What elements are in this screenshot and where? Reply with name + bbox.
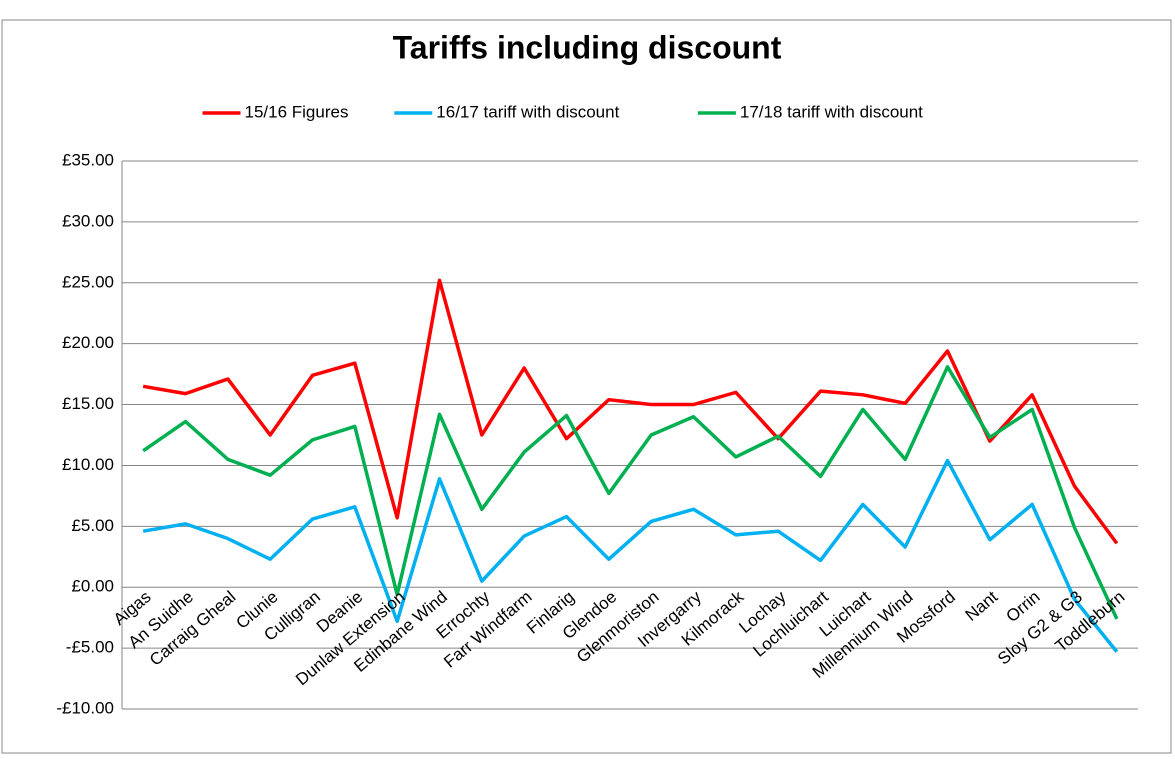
- series-line: [142, 278, 1119, 545]
- series-line: [142, 458, 1119, 653]
- y-tick-label: £15.00: [62, 394, 114, 413]
- chart-title: Tariffs including discount: [393, 29, 782, 65]
- series-line: [142, 365, 1119, 620]
- y-tick-label: £20.00: [62, 333, 114, 352]
- y-tick-label: £35.00: [62, 150, 114, 169]
- y-tick-label: -£5.00: [66, 638, 114, 657]
- y-tick-label: £5.00: [71, 516, 114, 535]
- y-tick-label: £25.00: [62, 272, 114, 291]
- legend-label: 16/17 tariff with discount: [436, 102, 619, 121]
- y-tick-label: -£10.00: [56, 698, 114, 717]
- y-tick-label: £30.00: [62, 211, 114, 230]
- chart-border: [1, 19, 1172, 754]
- legend-label: 15/16 Figures: [245, 102, 349, 121]
- y-tick-label: £10.00: [62, 455, 114, 474]
- y-tick-label: £0.00: [71, 577, 114, 596]
- legend-label: 17/18 tariff with discount: [740, 102, 923, 121]
